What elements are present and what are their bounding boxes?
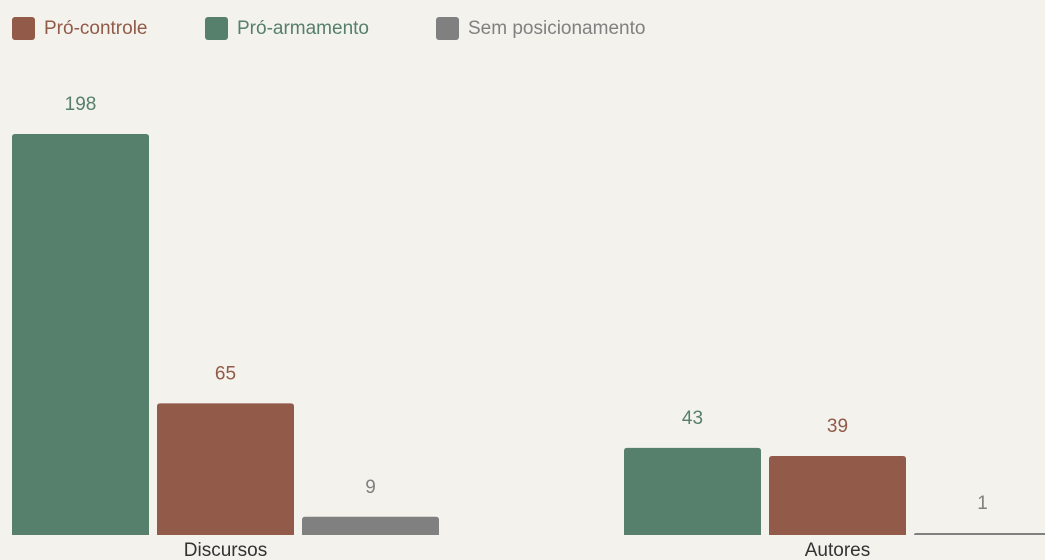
- x-tick-label: Autores: [805, 540, 870, 560]
- bar: [769, 456, 906, 535]
- bar: [302, 516, 439, 535]
- legend-swatch: [205, 17, 228, 40]
- bar: [157, 403, 294, 535]
- legend-swatch: [12, 17, 35, 40]
- bar: [914, 532, 1045, 535]
- legend-swatch: [436, 17, 459, 40]
- value-label: 9: [365, 477, 376, 498]
- value-label: 65: [215, 363, 236, 384]
- value-label: 43: [682, 408, 703, 429]
- bar: [12, 134, 149, 536]
- value-label: 1: [977, 493, 988, 514]
- legend-label: Pró-controle: [44, 18, 148, 39]
- value-label: 39: [827, 416, 848, 437]
- bar: [624, 447, 761, 535]
- legend-label: Sem posicionamento: [468, 18, 645, 39]
- legend-label: Pró-armamento: [237, 18, 369, 39]
- value-label: 198: [65, 94, 97, 115]
- x-tick-label: Discursos: [184, 540, 267, 560]
